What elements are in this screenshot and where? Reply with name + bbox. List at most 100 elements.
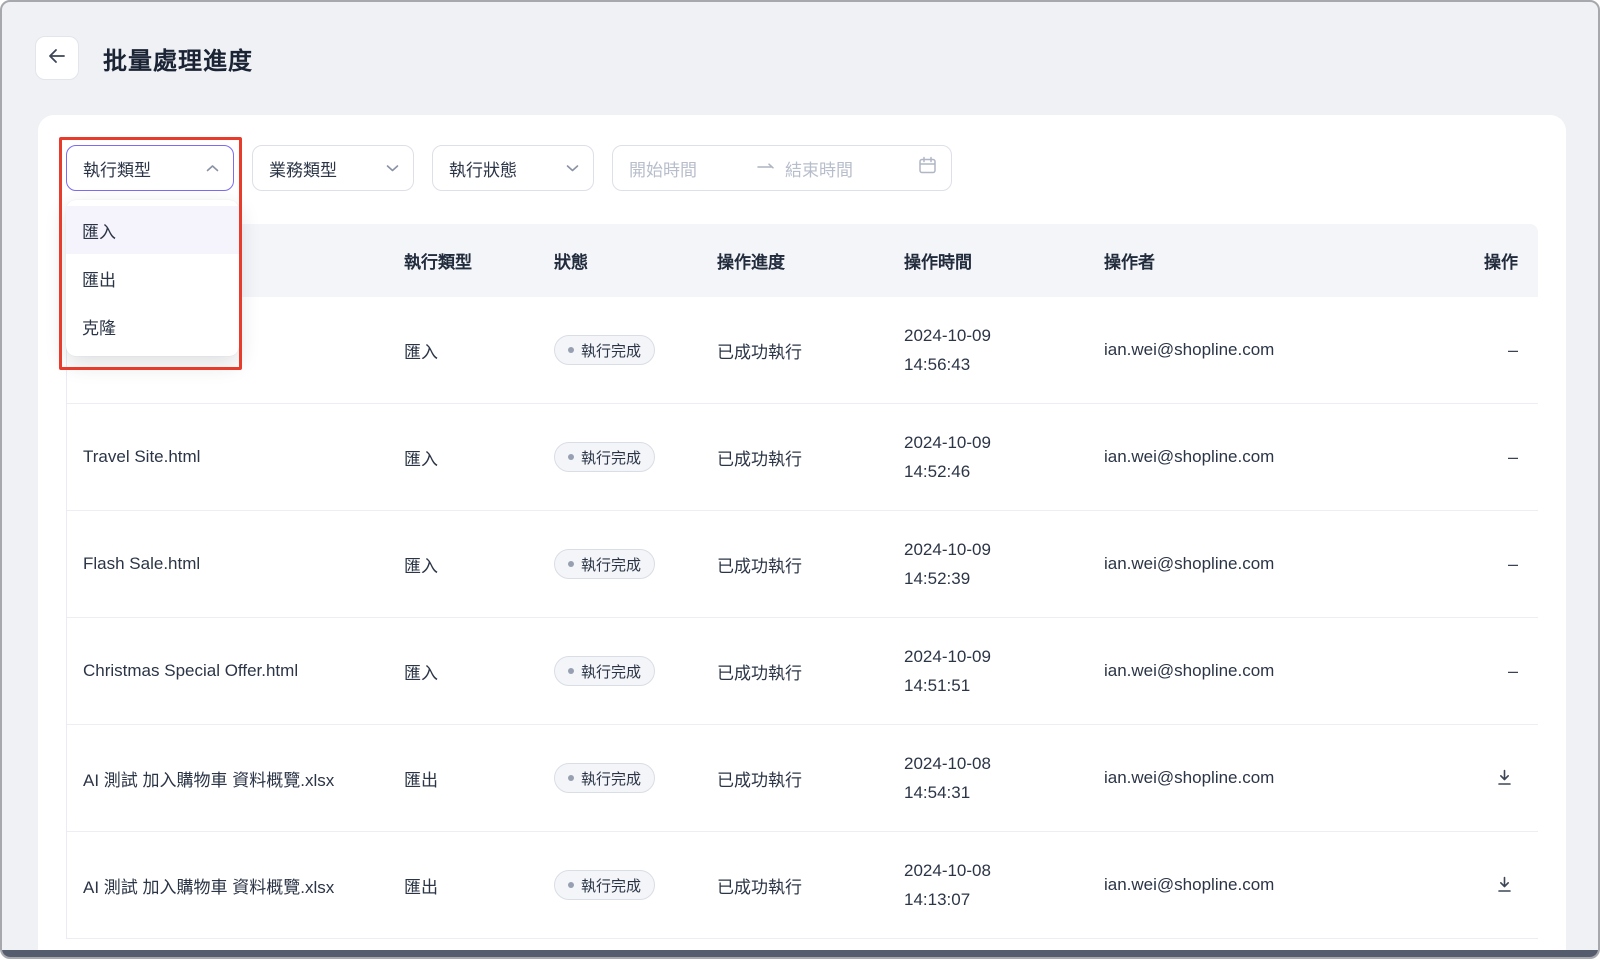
column-header-status: 狀態 (554, 253, 588, 272)
column-header-progress: 操作進度 (717, 253, 785, 272)
progress-value: 已成功執行 (717, 877, 802, 897)
exec-type-value: 匯入 (404, 449, 438, 469)
exec-status-select-label: 執行狀態 (449, 160, 517, 180)
status-label: 執行完成 (581, 556, 642, 574)
operator-email: ian.wei@shopline.com (1104, 661, 1275, 680)
operation-time: 2024-10-08 14:13:07 (904, 861, 991, 909)
action-cell: – (1423, 447, 1538, 468)
action-cell (1423, 764, 1538, 793)
status-dot-icon (568, 668, 574, 674)
status-label: 執行完成 (581, 342, 642, 360)
status-cell: 執行完成 (538, 870, 701, 900)
operation-time: 2024-10-09 14:56:43 (904, 326, 991, 374)
table-row: Flash Sale.html 匯入 執行完成 已成功執行 2024-10-09 14:5… (67, 511, 1538, 618)
action-cell: – (1423, 340, 1538, 361)
dropdown-option-2[interactable]: 克隆 (82, 318, 116, 338)
page-title: 批量處理進度 (103, 47, 253, 75)
exec-type-select-label: 執行類型 (83, 160, 151, 180)
table-row: AI 測試 加入購物車 資料概覽.xlsx 匯出 執行完成 已成功執行 2024-10-… (67, 725, 1538, 832)
status-dot-icon (568, 882, 574, 888)
dropdown-option-0[interactable]: 匯入 (66, 206, 239, 254)
no-action-dash: – (1507, 446, 1518, 467)
page-header: 批量處理進度 (35, 36, 253, 80)
exec-type-value: 匯出 (404, 770, 438, 790)
file-name: AI 測試 加入購物車 資料概覽.xlsx (83, 877, 335, 897)
progress-value: 已成功執行 (717, 663, 802, 683)
status-cell: 執行完成 (538, 549, 701, 579)
status-dot-icon (568, 775, 574, 781)
business-type-select-label: 業務類型 (269, 160, 337, 180)
table-row: Travel Site.html 匯入 執行完成 已成功執行 2024-10-09 14:… (67, 404, 1538, 511)
exec-type-value: 匯出 (404, 877, 438, 897)
file-name: AI 測試 加入購物車 資料概覽.xlsx (83, 770, 335, 790)
start-date-input[interactable]: 開始時間 (629, 160, 697, 180)
chevron-down-icon (566, 158, 579, 178)
progress-value: 已成功執行 (717, 770, 802, 790)
operator-email: ian.wei@shopline.com (1104, 875, 1275, 894)
operation-time: 2024-10-09 14:51:51 (904, 647, 991, 695)
action-cell (1423, 871, 1538, 900)
no-action-dash: – (1507, 660, 1518, 681)
chevron-up-icon (206, 158, 219, 178)
content-card: 執行類型 業務類型 執行狀態 (38, 115, 1566, 957)
progress-value: 已成功執行 (717, 342, 802, 362)
exec-type-value: 匯入 (404, 342, 438, 362)
status-label: 執行完成 (581, 877, 642, 895)
download-icon[interactable] (1490, 764, 1518, 792)
exec-type-dropdown-panel: 匯入匯出克隆 (66, 200, 239, 356)
column-header-action: 操作 (1484, 253, 1518, 272)
operation-time: 2024-10-09 14:52:46 (904, 433, 991, 481)
status-dot-icon (568, 454, 574, 460)
status-badge: 執行完成 (554, 870, 656, 900)
status-badge: 執行完成 (554, 442, 656, 472)
status-cell: 執行完成 (538, 335, 701, 365)
column-header-exec-type: 執行類型 (404, 253, 472, 272)
status-badge: 執行完成 (554, 335, 656, 365)
status-label: 執行完成 (581, 663, 642, 681)
operator-email: ian.wei@shopline.com (1104, 447, 1275, 466)
business-type-select[interactable]: 業務類型 (252, 145, 414, 191)
no-action-dash: – (1507, 553, 1518, 574)
status-cell: 執行完成 (538, 442, 701, 472)
file-name: Travel Site.html (83, 447, 201, 466)
chevron-down-icon (386, 158, 399, 178)
end-date-input[interactable]: 結束時間 (785, 160, 853, 180)
operation-time: 2024-10-08 14:54:31 (904, 754, 991, 802)
action-cell: – (1423, 554, 1538, 575)
table-body: 匯入 執行完成 已成功執行 2024-10-09 14:56:43 ian.wei@sho… (67, 297, 1538, 939)
no-action-dash: – (1507, 339, 1518, 360)
operation-time: 2024-10-09 14:52:39 (904, 540, 991, 588)
filter-bar: 執行類型 業務類型 執行狀態 (38, 115, 1566, 191)
dropdown-option-1[interactable]: 匯出 (82, 270, 116, 290)
exec-status-select[interactable]: 執行狀態 (432, 145, 594, 191)
download-icon[interactable] (1490, 871, 1518, 899)
status-cell: 執行完成 (538, 656, 701, 686)
calendar-icon (918, 156, 937, 180)
column-header-time: 操作時間 (904, 253, 972, 272)
exec-type-select[interactable]: 執行類型 (66, 145, 234, 191)
status-badge: 執行完成 (554, 549, 656, 579)
action-cell: – (1423, 661, 1538, 682)
file-name: Christmas Special Offer.html (83, 661, 299, 680)
status-cell: 執行完成 (538, 763, 701, 793)
progress-value: 已成功執行 (717, 449, 802, 469)
batch-jobs-table: 執行類型 狀態 操作進度 操作時間 操作者 操作 匯入 執行完成 已成功執行 2024… (66, 224, 1538, 939)
table-row: 匯入 執行完成 已成功執行 2024-10-09 14:56:43 ian.wei@sho… (67, 297, 1538, 404)
column-header-operator: 操作者 (1104, 253, 1155, 272)
status-badge: 執行完成 (554, 763, 656, 793)
operator-email: ian.wei@shopline.com (1104, 340, 1275, 359)
date-range-picker[interactable]: 開始時間 結束時間 (612, 145, 952, 191)
exec-type-value: 匯入 (404, 663, 438, 683)
back-button[interactable] (35, 36, 79, 80)
status-dot-icon (568, 561, 574, 567)
back-arrow-icon (46, 45, 68, 72)
table-row: AI 測試 加入購物車 資料概覽.xlsx 匯出 執行完成 已成功執行 2024-10-… (67, 832, 1538, 939)
operator-email: ian.wei@shopline.com (1104, 768, 1275, 787)
status-label: 執行完成 (581, 449, 642, 467)
table-row: Christmas Special Offer.html 匯入 執行完成 已成功執行 2… (67, 618, 1538, 725)
status-label: 執行完成 (581, 770, 642, 788)
arrow-right-icon (757, 158, 775, 178)
window-bottom-edge (2, 950, 1598, 957)
exec-type-value: 匯入 (404, 556, 438, 576)
